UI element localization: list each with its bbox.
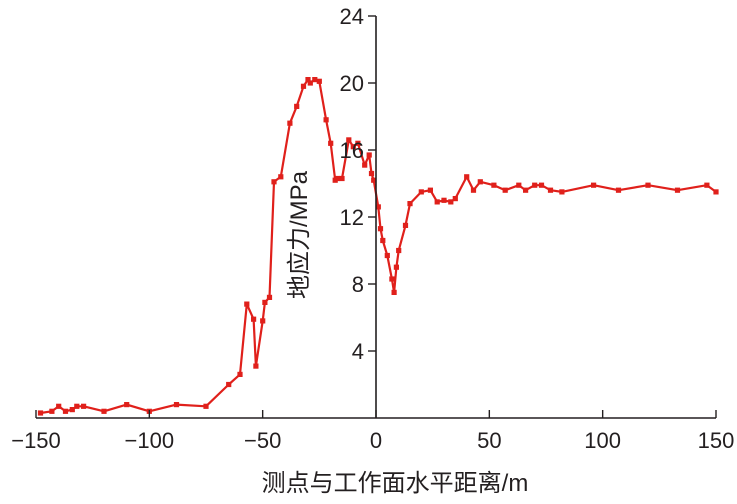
- data-point: [346, 137, 352, 143]
- data-point: [278, 174, 284, 180]
- data-point: [307, 80, 313, 86]
- data-point: [674, 187, 681, 193]
- x-tick-label: 100: [584, 428, 621, 453]
- data-point: [37, 410, 44, 416]
- data-point: [316, 78, 322, 84]
- data-point: [368, 170, 375, 177]
- data-point: [237, 371, 243, 377]
- x-tick-label: −100: [125, 428, 175, 453]
- data-point: [305, 77, 311, 83]
- data-point: [538, 182, 545, 188]
- data-point: [362, 162, 368, 168]
- data-point: [402, 222, 409, 228]
- data-point: [124, 402, 130, 408]
- data-point: [396, 247, 402, 254]
- data-point: [375, 204, 381, 210]
- data-point: [377, 226, 384, 232]
- data-point: [434, 199, 440, 205]
- data-point: [441, 197, 447, 203]
- y-tick-label: 4: [352, 339, 364, 364]
- data-point: [523, 187, 529, 193]
- y-tick-label: 8: [352, 272, 364, 297]
- data-point: [262, 299, 268, 305]
- data-point: [74, 403, 80, 409]
- data-point: [323, 117, 329, 123]
- data-point: [251, 316, 257, 322]
- data-point: [516, 182, 522, 188]
- x-tick-label: −50: [244, 428, 281, 453]
- data-point: [477, 179, 483, 185]
- y-tick-label: 12: [340, 205, 364, 230]
- data-point: [389, 276, 395, 282]
- x-tick-label: 50: [477, 428, 501, 453]
- data-point: [350, 144, 356, 150]
- data-point: [312, 77, 318, 83]
- data-point: [393, 264, 399, 270]
- data-point: [547, 187, 554, 193]
- data-point: [366, 152, 372, 158]
- data-point: [371, 177, 377, 183]
- data-point: [448, 199, 454, 205]
- data-point: [339, 175, 345, 182]
- x-tick-label: 0: [370, 428, 382, 453]
- data-point: [704, 182, 710, 188]
- data-point: [491, 182, 497, 188]
- data-point: [328, 140, 334, 146]
- data-point: [559, 189, 565, 195]
- data-point: [464, 174, 470, 180]
- data-point: [173, 402, 180, 408]
- data-point: [427, 187, 433, 193]
- data-point: [418, 189, 424, 195]
- data-point: [266, 294, 273, 300]
- x-tick-label: 150: [698, 428, 735, 453]
- data-point: [203, 403, 209, 409]
- data-point: [502, 187, 508, 193]
- y-tick-label: 24: [340, 4, 364, 29]
- data-point: [244, 301, 250, 307]
- data-point: [334, 175, 341, 182]
- y-axis-title: 地应力/MPa: [286, 170, 313, 299]
- plot-layer: [37, 77, 719, 416]
- data-point: [391, 289, 397, 295]
- data-point: [713, 189, 719, 195]
- data-point: [62, 408, 69, 414]
- data-point: [384, 252, 390, 259]
- data-point: [226, 381, 232, 388]
- data-point: [355, 140, 361, 146]
- data-point: [81, 403, 87, 409]
- data-point: [615, 187, 622, 193]
- data-point: [101, 408, 107, 414]
- data-point: [287, 120, 293, 126]
- data-point: [49, 408, 55, 414]
- data-point: [253, 363, 259, 369]
- data-point: [271, 179, 277, 185]
- axes-layer: [35, 15, 717, 419]
- data-point: [260, 318, 266, 324]
- data-point: [56, 403, 62, 409]
- data-point: [407, 201, 413, 207]
- data-point: [294, 103, 300, 109]
- data-point: [300, 83, 307, 89]
- data-point: [69, 407, 75, 413]
- labels-layer: −150 −100 −50 0 50 100 150 4 8 12 16 20 24: [11, 4, 734, 453]
- data-point: [452, 196, 458, 202]
- data-point: [645, 182, 651, 188]
- series-line: [40, 78, 717, 415]
- x-axis-title: 测点与工作面水平距离/m: [262, 470, 529, 497]
- data-point: [380, 237, 386, 244]
- data-point: [470, 187, 477, 193]
- y-tick-label: 20: [340, 71, 364, 96]
- data-point: [591, 182, 597, 188]
- data-point: [532, 182, 538, 188]
- x-tick-label: −150: [11, 428, 61, 453]
- y-tick-label: 16: [340, 138, 364, 163]
